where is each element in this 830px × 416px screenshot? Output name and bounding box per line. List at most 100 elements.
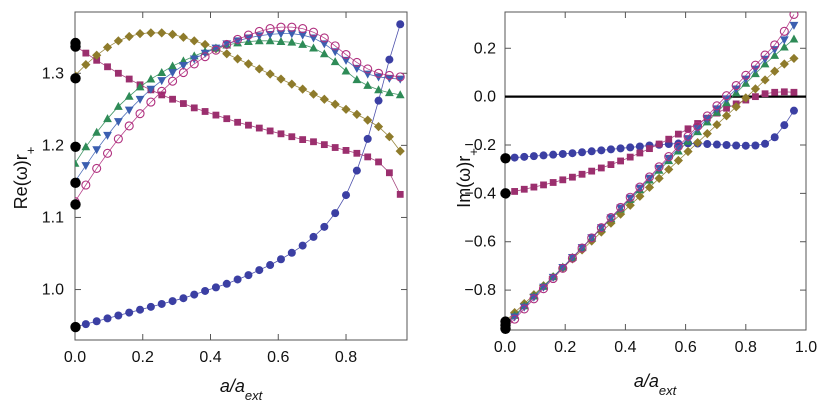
- point-blue-circles: [287, 248, 296, 257]
- point-blue-down-triangles: [789, 21, 799, 30]
- y-tick-label: 0.0: [474, 89, 496, 106]
- point-purple-squares: [245, 121, 252, 129]
- point-green-triangles: [276, 36, 286, 45]
- point-open-circles: [548, 273, 558, 284]
- point-gold-diamonds: [330, 99, 340, 109]
- point-blue-circles: [81, 320, 90, 329]
- point-blue-circles: [211, 283, 220, 292]
- point-open-circles: [558, 263, 568, 273]
- point-purple-squares: [310, 138, 317, 146]
- point-open-circles: [683, 131, 693, 141]
- point-blue-down-triangles: [200, 49, 210, 58]
- point-blue-down-triangles: [135, 95, 145, 104]
- point-blue-down-triangles: [625, 194, 635, 203]
- point-purple-squares: [540, 181, 547, 189]
- point-blue-down-triangles: [352, 64, 362, 73]
- limit-point: [70, 73, 81, 84]
- point-purple-squares: [342, 147, 350, 154]
- point-blue-circles: [146, 302, 155, 311]
- point-open-circles: [243, 30, 254, 40]
- point-purple-squares: [125, 75, 133, 83]
- point-blue-circles: [722, 141, 731, 150]
- data-layer: [75, 20, 405, 332]
- point-blue-circles: [732, 141, 741, 150]
- point-open-circles: [265, 24, 275, 34]
- point-gold-diamonds: [702, 129, 712, 139]
- point-open-circles: [635, 182, 645, 192]
- point-purple-squares: [223, 115, 231, 123]
- point-open-circles: [222, 39, 232, 49]
- point-purple-squares: [266, 127, 274, 135]
- point-purple-squares: [212, 111, 220, 119]
- point-open-circles: [384, 70, 394, 80]
- point-purple-squares: [723, 104, 730, 112]
- point-gold-diamonds: [750, 84, 761, 94]
- 0.xlabel: a/aext: [220, 376, 264, 403]
- x-tick-label: 0.4: [199, 349, 221, 366]
- point-blue-circles: [635, 142, 644, 151]
- point-purple-squares: [82, 49, 90, 57]
- point-blue-circles: [342, 191, 351, 200]
- point-open-circles: [664, 152, 674, 162]
- point-blue-down-triangles: [616, 204, 625, 213]
- point-open-circles: [330, 41, 340, 51]
- point-blue-circles: [626, 143, 635, 152]
- point-blue-circles: [558, 149, 567, 158]
- x-tick-label: 0.4: [614, 339, 636, 356]
- point-blue-circles: [190, 290, 199, 299]
- point-blue-down-triangles: [395, 75, 405, 84]
- point-open-circles: [124, 121, 134, 131]
- series-line-open-circles: [505, 14, 795, 330]
- point-green-triangles: [287, 37, 297, 46]
- limit-point: [70, 321, 81, 333]
- point-blue-circles: [789, 106, 798, 115]
- point-gold-diamonds: [373, 122, 384, 132]
- point-blue-circles: [114, 311, 123, 320]
- point-gold-diamonds: [673, 155, 683, 166]
- y-tick-label: −0.8: [464, 282, 496, 299]
- point-blue-circles: [597, 146, 606, 155]
- point-open-circles: [750, 60, 760, 70]
- point-open-circles: [92, 163, 102, 173]
- point-gold-diamonds: [635, 191, 645, 201]
- point-open-circles: [189, 59, 199, 69]
- x-tick-label: 1.0: [795, 339, 817, 356]
- point-purple-squares: [299, 136, 307, 143]
- point-open-circles: [596, 223, 606, 233]
- point-purple-squares: [520, 185, 528, 193]
- point-blue-down-triangles: [146, 85, 156, 94]
- point-blue-down-triangles: [81, 162, 91, 171]
- point-gold-diamonds: [741, 93, 751, 103]
- y-tick-label: 1.0: [42, 282, 64, 299]
- point-open-circles: [567, 253, 577, 263]
- point-blue-down-triangles: [103, 131, 112, 140]
- series-line-open-circles: [75, 26, 401, 202]
- point-blue-down-triangles: [664, 154, 674, 163]
- point-open-circles: [276, 22, 286, 32]
- point-gold-diamonds: [721, 111, 732, 121]
- point-open-circles: [673, 141, 683, 152]
- point-blue-circles: [222, 279, 231, 288]
- point-purple-squares: [665, 135, 673, 143]
- point-blue-circles: [741, 141, 750, 150]
- chart-panel-1: 0.0 0.2 0.4 0.6 0.8 1.0 1.1 1.2 1.3: [42, 11, 408, 366]
- data-layer: [505, 12, 799, 330]
- point-open-circles: [741, 70, 751, 80]
- point-open-circles: [135, 109, 145, 119]
- point-blue-down-triangles: [92, 146, 102, 155]
- point-blue-down-triangles: [683, 135, 693, 144]
- point-blue-down-triangles: [606, 214, 616, 223]
- point-open-circles: [211, 45, 221, 55]
- point-blue-down-triangles: [645, 174, 654, 183]
- point-green-triangles: [81, 142, 91, 151]
- point-purple-squares: [752, 93, 759, 101]
- point-open-circles: [81, 180, 91, 190]
- point-gold-diamonds: [319, 94, 329, 104]
- point-open-circles: [702, 111, 712, 121]
- point-blue-circles: [751, 141, 760, 150]
- point-purple-squares: [761, 90, 769, 98]
- point-purple-squares: [114, 69, 122, 77]
- point-blue-circles: [703, 140, 712, 149]
- x-tick-label: 0.0: [494, 339, 516, 356]
- point-blue-down-triangles: [287, 30, 297, 39]
